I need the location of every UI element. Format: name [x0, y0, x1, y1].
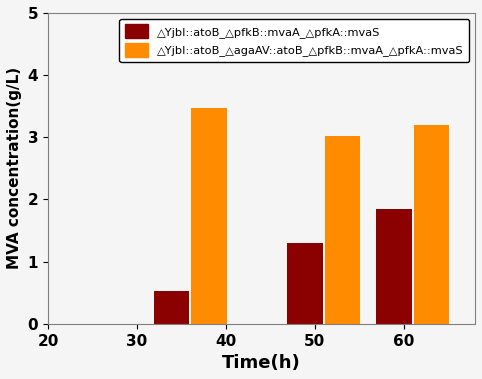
Bar [376, 209, 412, 324]
Bar [414, 125, 449, 324]
Bar [154, 291, 189, 324]
Legend: △YjbI::atoB_△pfkB::mvaA_△pfkA::mvaS, △YjbI::atoB_△agaAV::atoB_△pfkB::mvaA_△pfkA:: △YjbI::atoB_△pfkB::mvaA_△pfkA::mvaS, △Yj… [120, 19, 469, 63]
Bar [191, 108, 227, 324]
Bar [287, 243, 323, 324]
X-axis label: Time(h): Time(h) [222, 354, 301, 372]
Y-axis label: MVA concentration(g/L): MVA concentration(g/L) [7, 67, 22, 269]
Bar [325, 136, 360, 324]
